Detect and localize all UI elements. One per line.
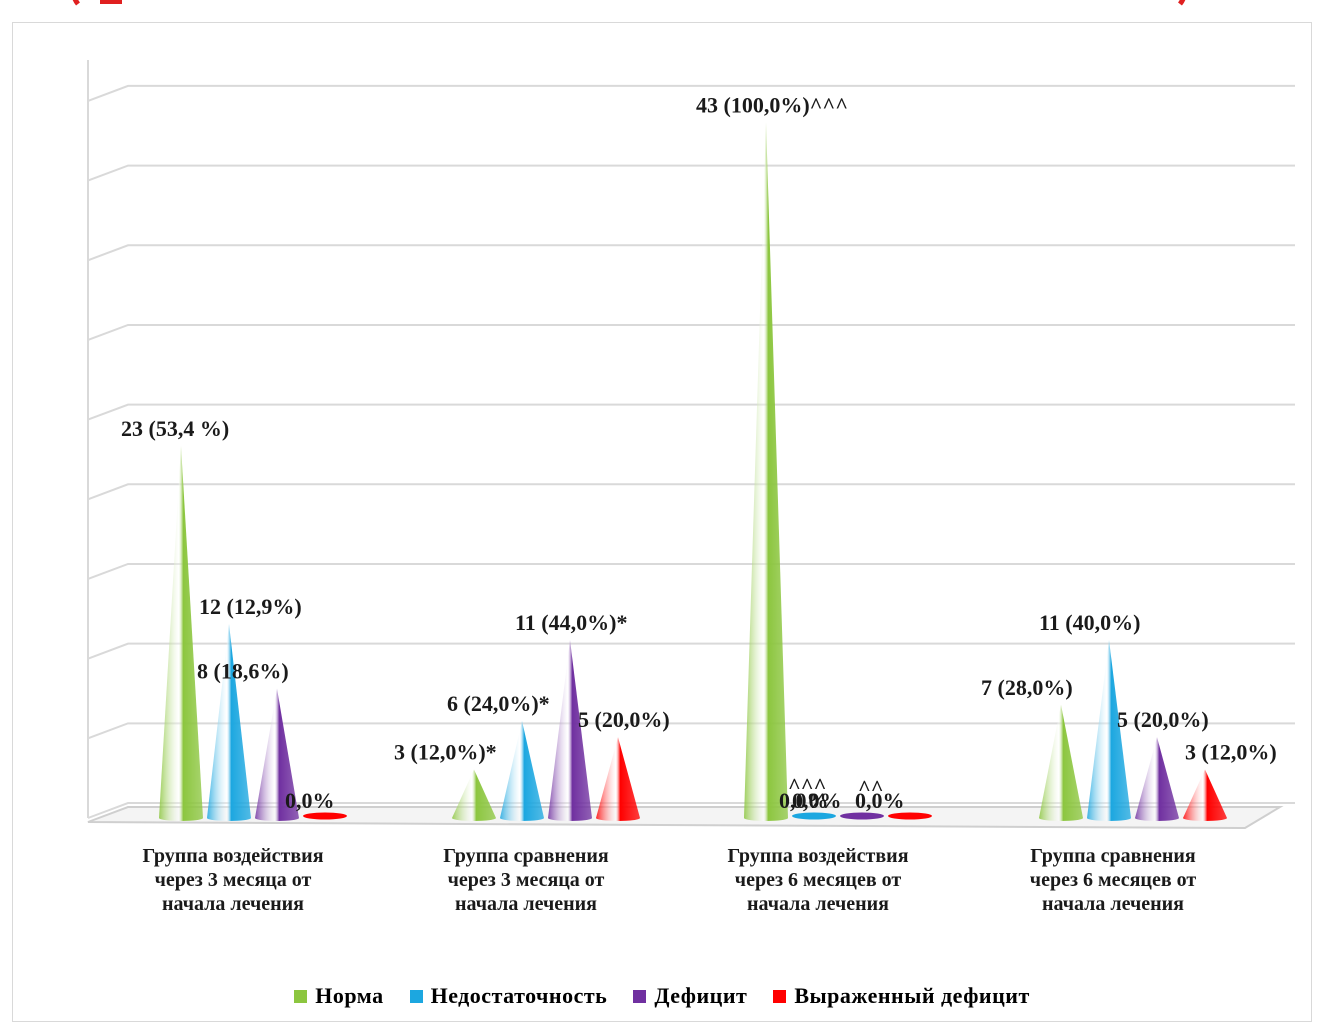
legend-item-1: Норма — [294, 983, 383, 1009]
bar-4-2 — [596, 737, 640, 821]
legend-label-2: Недостаточность — [430, 983, 608, 1008]
data-label-3-3: 0,0% — [792, 788, 842, 813]
legend-item-2: Недостаточность — [409, 983, 608, 1009]
data-label-1-3: 43 (100,0%)^^^ — [696, 92, 848, 117]
gridline — [87, 722, 1295, 740]
data-label-4-3: 0,0% — [855, 788, 905, 813]
bar-2-2 — [500, 720, 544, 821]
legend-item-3: Дефицит — [633, 983, 747, 1009]
data-label-2-4: 11 (40,0%) — [1039, 610, 1140, 635]
gridline — [87, 642, 1295, 660]
data-label-1-1: 23 (53,4 %) — [121, 416, 229, 441]
bar-1-1 — [159, 445, 203, 821]
gridline — [87, 403, 1295, 421]
data-labels: 23 (53,4 %) 12 (12,9%) 8 (18,6%) 0,0% 3 (12,… — [121, 92, 1277, 813]
bar-4-3 — [888, 812, 932, 820]
data-label-1-4: 7 (28,0%) — [981, 675, 1073, 700]
legend-label-3: Дефицит — [654, 983, 748, 1008]
data-label-1-2: 3 (12,0%)* — [394, 739, 497, 764]
bar-2-4 — [1087, 640, 1131, 821]
legend-item-4: Выраженный дефицит — [773, 983, 1029, 1009]
bar-1-2 — [452, 769, 496, 821]
category-label-1: Группа воздействия через 3 месяца от начал… — [142, 845, 323, 915]
gridline — [87, 802, 1295, 819]
data-label-4-1: 0,0% — [285, 788, 335, 813]
gridline — [87, 483, 1295, 501]
data-label-3-1: 8 (18,6%) — [197, 659, 289, 684]
bars — [159, 122, 1227, 822]
bar-1-4 — [1039, 704, 1083, 821]
data-label-2-2: 6 (24,0%)* — [447, 691, 550, 716]
category-labels: Группа воздействия через 3 месяца от начал… — [142, 845, 1196, 915]
data-label-3-2: 11 (44,0%)* — [515, 610, 627, 635]
legend-swatch-1 — [294, 989, 308, 1003]
gridlines — [87, 60, 1295, 819]
bar-2-1 — [207, 623, 251, 821]
data-label-4-2: 5 (20,0%) — [578, 707, 670, 732]
bar-3-2 — [548, 640, 592, 821]
significance-marker-2: ^^ — [858, 775, 884, 800]
legend-label-4: Выраженный дефицит — [794, 983, 1030, 1008]
gridline — [87, 562, 1295, 580]
chart-title-fragment — [0, 0, 1324, 10]
category-label-3: Группа воздействия через 6 месяцев от нача… — [727, 845, 908, 915]
significance-marker-1: ^^^ — [788, 773, 826, 798]
legend: Норма Недостаточность Дефицит Выраженный де… — [0, 983, 1324, 1009]
data-label-2-3: 0,0% — [779, 788, 829, 813]
legend-swatch-3 — [633, 989, 647, 1003]
bar-chart: 23 (53,4 %) 12 (12,9%) 8 (18,6%) 0,0% 3 (12,… — [87, 60, 1295, 915]
legend-swatch-4 — [773, 989, 787, 1003]
bar-2-3 — [792, 812, 836, 820]
category-label-2: Группа сравнения через 3 месяца от начала … — [443, 845, 609, 915]
bar-4-1 — [303, 812, 347, 820]
gridline — [87, 244, 1295, 262]
bar-4-4 — [1183, 769, 1227, 821]
category-label-4: Группа сравнения через 6 месяцев от начала… — [1030, 845, 1197, 915]
gridline — [87, 164, 1295, 182]
chart-floor — [87, 806, 1284, 829]
bar-1-3 — [744, 122, 788, 822]
data-label-4-4: 3 (12,0%) — [1185, 739, 1277, 764]
bar-3-4 — [1135, 737, 1179, 821]
data-label-3-4: 5 (20,0%) — [1117, 707, 1209, 732]
legend-swatch-2 — [409, 989, 423, 1003]
data-label-2-1: 12 (12,9%) — [199, 594, 302, 619]
legend-label-1: Норма — [315, 983, 384, 1008]
chart-floor-plane — [87, 806, 1284, 829]
gridline — [87, 84, 1295, 102]
gridline — [87, 323, 1295, 341]
chart-area — [12, 22, 1312, 1022]
bar-3-3 — [840, 812, 884, 820]
bar-3-1 — [255, 688, 299, 821]
